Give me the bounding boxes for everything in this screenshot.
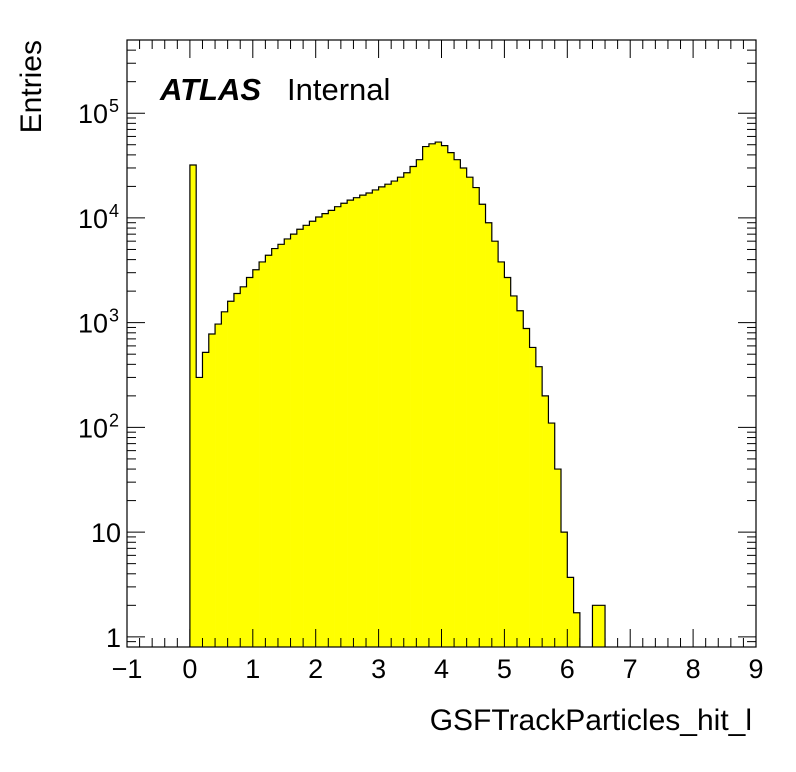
histogram-bar	[403, 172, 411, 647]
histogram-bar	[428, 143, 436, 648]
x-tick-label: 9	[748, 654, 763, 684]
histogram-bar	[441, 145, 449, 648]
atlas-label: ATLAS	[159, 72, 261, 107]
histogram-bar	[435, 142, 442, 648]
histogram-bar	[510, 295, 518, 647]
histogram-bar	[366, 193, 373, 647]
x-tick-label: 0	[182, 654, 197, 684]
histogram-outline	[189, 141, 606, 647]
histogram-bar	[271, 248, 279, 647]
histogram-bar	[472, 187, 480, 647]
x-tick-labels: −1 0 1 2 3 4 5 6 7 8 9	[112, 654, 764, 684]
y-tick-label-exponent: 4	[109, 201, 119, 221]
histogram-bar	[353, 197, 361, 647]
histogram-bar	[516, 310, 524, 647]
histogram-bar	[290, 234, 298, 647]
histogram-bar	[447, 152, 455, 647]
y-tick-label: 10	[78, 99, 108, 129]
x-tick-label: 6	[560, 654, 575, 684]
histogram-bar	[372, 189, 379, 648]
histogram-bar	[202, 352, 210, 647]
internal-label: Internal	[287, 72, 390, 107]
y-axis-title: Entries	[15, 40, 48, 133]
histogram-bar	[265, 255, 272, 647]
histogram-bar	[598, 605, 606, 647]
y-tick-label: 10	[78, 413, 108, 443]
y-tick-label: 10	[91, 518, 121, 548]
histogram-bar	[227, 301, 235, 647]
y-tick-label-exponent: 2	[109, 410, 119, 430]
histogram-bar	[277, 244, 285, 647]
histogram-bar	[454, 159, 461, 647]
histogram-bar	[284, 238, 291, 647]
histogram-bar	[215, 324, 222, 647]
histogram-bar	[548, 423, 556, 647]
histogram-bar	[315, 217, 323, 648]
histogram-bar	[592, 605, 600, 647]
histogram-bar	[221, 311, 228, 647]
x-axis-ticks	[126, 40, 757, 647]
x-tick-label: 2	[308, 654, 323, 684]
histogram-bar	[303, 225, 310, 647]
histogram-bar	[554, 469, 562, 647]
histogram-bar	[328, 210, 335, 647]
histogram-bar	[359, 195, 367, 647]
histogram-bar	[391, 181, 398, 647]
histogram-bar	[246, 277, 254, 647]
histogram-bar	[397, 177, 405, 647]
histogram-bar	[334, 206, 342, 647]
y-tick-label: 10	[78, 309, 108, 339]
x-tick-label: 5	[497, 654, 512, 684]
y-tick-label: 1	[106, 623, 121, 653]
histogram-bar	[504, 277, 511, 647]
histogram-bar	[422, 146, 430, 647]
histogram-bar	[416, 159, 423, 647]
histogram-bar	[378, 186, 386, 647]
histogram-bar	[535, 366, 543, 647]
histogram-bar	[466, 177, 474, 647]
histogram-bar	[561, 532, 568, 647]
histogram-bar	[485, 222, 493, 647]
x-axis-title: GSFTrackParticles_hit_l	[430, 704, 752, 737]
histogram-bar	[252, 269, 260, 647]
x-tick-label: 3	[371, 654, 386, 684]
x-tick-label: 7	[623, 654, 638, 684]
histogram-bar	[498, 261, 505, 647]
histogram-bar	[410, 166, 417, 647]
histogram-bar	[321, 213, 329, 647]
histogram-bar	[491, 241, 499, 648]
x-tick-label: 8	[686, 654, 701, 684]
histogram-bar	[296, 229, 304, 647]
histogram-bar	[384, 184, 392, 647]
histogram-bar	[189, 165, 197, 647]
y-axis-ticks	[127, 39, 756, 648]
histogram-bar	[460, 167, 467, 647]
histogram-bar	[573, 612, 581, 647]
histogram-bar	[240, 286, 247, 647]
histogram-bar	[479, 204, 486, 647]
histogram-bar	[340, 203, 348, 648]
y-tick-label-exponent: 3	[109, 306, 119, 326]
histogram-bar	[542, 395, 549, 647]
histogram-bar	[523, 328, 530, 647]
bars-layer	[189, 142, 606, 648]
x-tick-label: 4	[434, 654, 449, 684]
histogram-bar	[567, 577, 574, 647]
histogram-bar	[196, 377, 203, 647]
histogram-bar	[529, 347, 537, 647]
x-tick-label: −1	[112, 654, 143, 684]
histogram-bar	[259, 261, 266, 647]
histogram-bar	[309, 221, 316, 647]
x-tick-label: 1	[245, 654, 260, 684]
histogram-bar	[233, 293, 241, 647]
y-tick-label-exponent: 5	[109, 96, 119, 116]
y-tick-label: 10	[78, 204, 108, 234]
histogram-bar	[347, 200, 354, 647]
histogram-bar	[208, 333, 216, 647]
